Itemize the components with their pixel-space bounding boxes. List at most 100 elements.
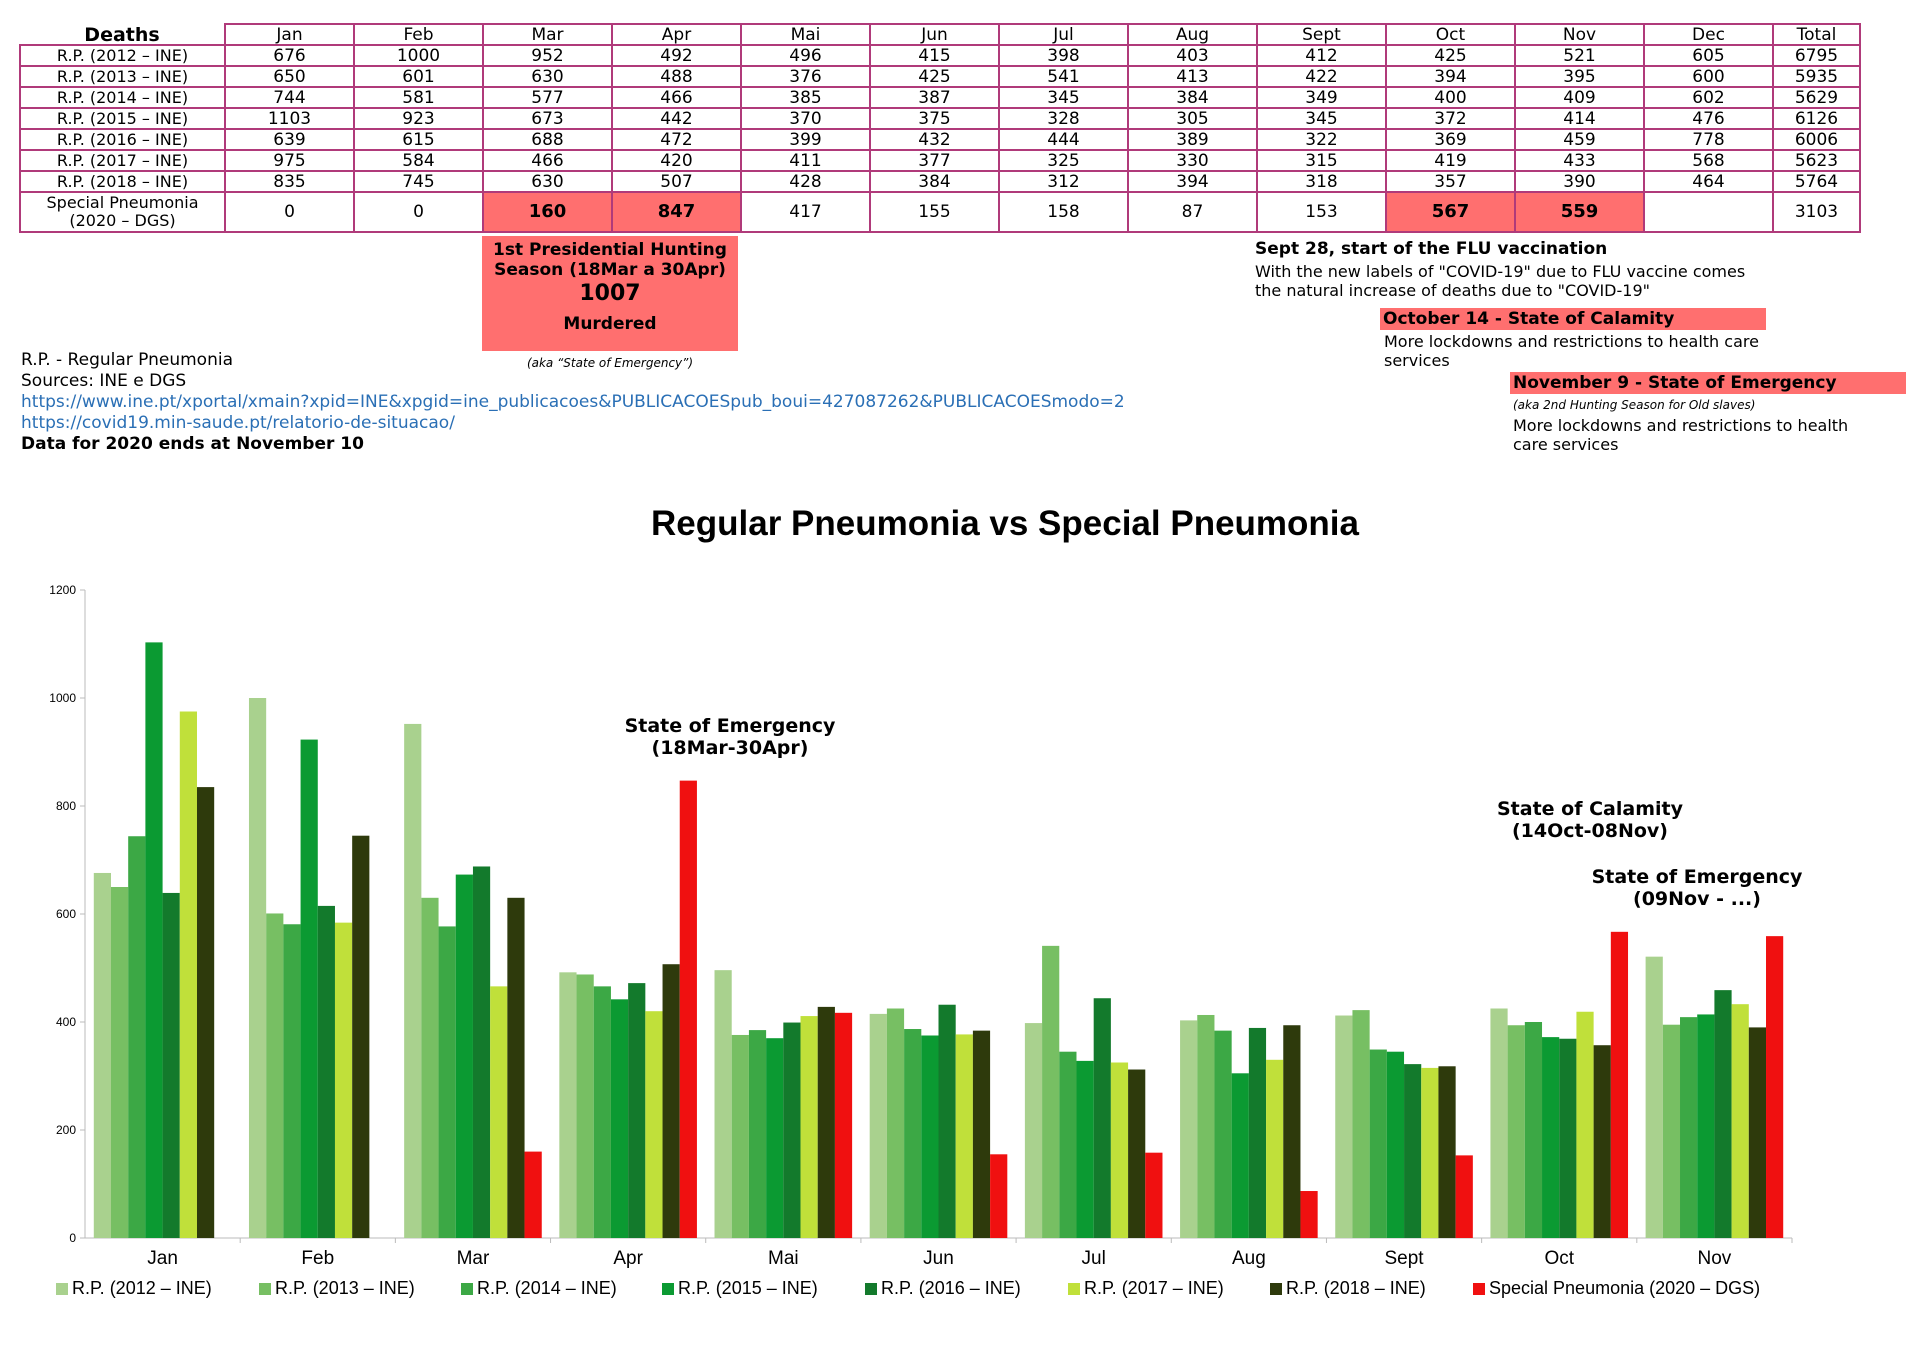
legend-swatch	[1473, 1283, 1485, 1295]
bar-aug-series-7	[1300, 1191, 1318, 1238]
bar-feb-series-6	[352, 835, 370, 1238]
table-cell: 488	[611, 65, 742, 88]
ine-link[interactable]: https://www.ine.pt/xportal/xmain?xpid=IN…	[21, 392, 1125, 412]
table-cell: 369	[1385, 128, 1516, 151]
bar-jul-series-4	[1093, 998, 1111, 1238]
bar-oct-series-7	[1610, 931, 1629, 1238]
bar-nov-series-6	[1748, 1027, 1767, 1238]
x-tick-label: Jan	[147, 1248, 178, 1269]
legend-swatch	[1270, 1283, 1282, 1295]
emergency-aka: (aka 2nd Hunting Season for Old slaves)	[1513, 398, 1756, 412]
table-cell: 376	[740, 65, 871, 88]
table-cell: 433	[1514, 149, 1645, 172]
table-cell: 370	[740, 107, 871, 130]
y-tick-label: 800	[56, 799, 76, 813]
bar-mai-series-0	[714, 970, 732, 1238]
table-cell: 315	[1256, 149, 1387, 172]
bar-jul-series-1	[1042, 945, 1060, 1238]
bar-jan-series-6	[196, 787, 215, 1238]
chart-annotations: State of Emergency(18Mar-30Apr)State of …	[625, 715, 1803, 910]
bar-apr-series-4	[628, 983, 646, 1238]
table-cell: 415	[869, 44, 1000, 67]
annotation-line2: (18Mar-30Apr)	[652, 737, 809, 759]
bar-nov-series-5	[1731, 1004, 1749, 1238]
legend-swatch	[56, 1283, 68, 1295]
bar-mai-series-6	[817, 1006, 835, 1238]
bar-mar-series-3	[455, 874, 473, 1238]
table-cell: 688	[482, 128, 613, 151]
y-tick-label: 1000	[49, 691, 76, 705]
table-row: R.P. (2017 – INE) 975 584 466 420 411 377 325 33…	[19, 149, 1861, 172]
table-cell: 345	[1256, 107, 1387, 130]
emergency-title: November 9 - State of Emergency	[1510, 372, 1906, 394]
table-cell: 650	[224, 65, 355, 88]
dgs-link[interactable]: https://covid19.min-saude.pt/relatorio-d…	[21, 413, 455, 433]
bar-sept-series-4	[1404, 1064, 1422, 1238]
bar-aug-series-5	[1266, 1059, 1284, 1238]
bar-jun-series-6	[972, 1030, 991, 1238]
x-tick-label: Feb	[301, 1248, 334, 1269]
table-cell: 778	[1643, 128, 1774, 151]
bar-mai-series-3	[766, 1038, 784, 1238]
bar-nov-series-2	[1680, 1017, 1698, 1238]
table-cell: 0	[353, 191, 484, 233]
legend-swatch	[662, 1283, 674, 1295]
special-row-label: Special Pneumonia (2020 – DGS)	[19, 191, 226, 233]
table-cell: 567	[1385, 191, 1516, 233]
table-cell: 5764	[1772, 170, 1861, 193]
hunting-aka: (aka “State of Emergency”)	[526, 356, 694, 370]
table-cell: 400	[1385, 86, 1516, 109]
bar-feb-series-3	[300, 739, 318, 1238]
table-cell: 602	[1643, 86, 1774, 109]
table-cell: 384	[1127, 86, 1258, 109]
table-cell: 387	[869, 86, 1000, 109]
table-cell: 345	[998, 86, 1129, 109]
special-label-line1: Special Pneumonia	[46, 193, 199, 212]
bar-sept-series-0	[1335, 1015, 1353, 1238]
table-cell: 975	[224, 149, 355, 172]
table-cell: 639	[224, 128, 355, 151]
x-tick-label: Jun	[923, 1248, 954, 1269]
table-cell: 153	[1256, 191, 1387, 233]
month-header: Jun	[869, 23, 1000, 46]
table-cell: 305	[1127, 107, 1258, 130]
special-label-line2: (2020 – DGS)	[69, 211, 176, 230]
table-cell: 394	[1127, 170, 1258, 193]
bar-mar-series-2	[438, 926, 456, 1238]
month-header: Nov	[1514, 23, 1645, 46]
bar-jul-series-7	[1145, 1152, 1163, 1238]
bar-oct-series-2	[1524, 1022, 1543, 1238]
table-cell: 472	[611, 128, 742, 151]
bar-mai-series-1	[731, 1034, 749, 1238]
table-cell: 3103	[1772, 191, 1861, 233]
month-header: Jan	[224, 23, 355, 46]
bar-feb-series-0	[248, 698, 267, 1238]
legend-label: R.P. (2013 – INE)	[275, 1278, 415, 1298]
y-tick-label: 600	[56, 907, 76, 921]
hunting-line1: 1st Presidential Hunting	[493, 240, 727, 260]
bar-jun-series-5	[955, 1034, 973, 1238]
table-cell: 568	[1643, 149, 1774, 172]
table-cell: 377	[869, 149, 1000, 172]
hunting-total: 1007	[579, 281, 641, 306]
table-cell: 5935	[1772, 65, 1861, 88]
table-cell: 600	[1643, 65, 1774, 88]
table-cell: 414	[1514, 107, 1645, 130]
month-header: Aug	[1127, 23, 1258, 46]
bar-jun-series-4	[938, 1004, 956, 1238]
month-header: Oct	[1385, 23, 1516, 46]
table-cell: 584	[353, 149, 484, 172]
table-cell: 521	[1514, 44, 1645, 67]
row-label: R.P. (2016 – INE)	[19, 128, 226, 151]
chart-axes: 0 200 400 600 800 1000 1200 Jan Feb Mar Apr Mai Jun J…	[49, 583, 1793, 1269]
chart-bars	[93, 642, 1784, 1238]
table-cell: 420	[611, 149, 742, 172]
legend-swatch	[259, 1283, 271, 1295]
bar-feb-series-5	[334, 922, 353, 1238]
bar-feb-series-4	[317, 905, 335, 1238]
month-header: Apr	[611, 23, 742, 46]
bar-nov-series-7	[1766, 936, 1784, 1238]
legend-swatch	[1068, 1283, 1080, 1295]
legend-label: Special Pneumonia (2020 – DGS)	[1489, 1278, 1760, 1298]
bar-jul-series-0	[1024, 1023, 1043, 1238]
